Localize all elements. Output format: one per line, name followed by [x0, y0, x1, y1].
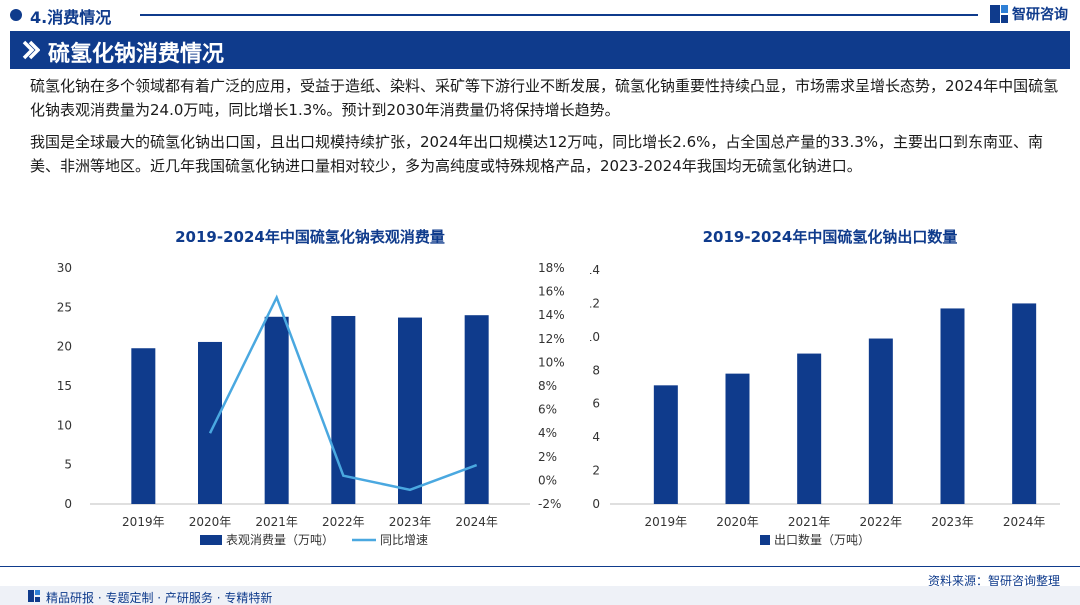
export-bar	[797, 353, 822, 504]
y-tick-label: 14	[590, 263, 600, 277]
consumption-bar	[198, 341, 222, 504]
consumption-chart-title: 2019-2024年中国硫氢化钠表观消费量	[175, 228, 445, 246]
section-title: 4.消费情况	[30, 8, 112, 27]
footer-divider	[0, 566, 1080, 567]
consumption-bar	[131, 348, 156, 504]
y2-tick-label: 0%	[538, 473, 557, 487]
brand-logo: 智研咨询	[990, 4, 1068, 24]
brand-logo-text: 智研咨询	[1012, 7, 1068, 23]
x-tick-label: 2021年	[788, 515, 831, 529]
consumption-bar	[264, 316, 289, 504]
y-tick-label: 8	[592, 363, 600, 377]
x-tick-label: 2023年	[389, 515, 432, 529]
y-tick-label: 2	[592, 464, 600, 478]
top-bar: 4.消费情况 智研咨询	[0, 0, 1080, 30]
y-tick-label: 15	[57, 379, 72, 393]
x-tick-label: 2022年	[322, 515, 365, 529]
consumption-chart: 2019-2024年中国硫氢化钠表观消费量 0 5 10 15 20 25 30 -2% 0% 2…	[40, 226, 580, 556]
export-bar	[653, 385, 678, 504]
export-bar	[725, 373, 750, 504]
export-chart-title: 2019-2024年中国硫氢化钠出口数量	[702, 228, 958, 246]
consumption-bar	[398, 317, 422, 504]
consumption-chart-svg: 0 5 10 15 20 25 30 -2% 0% 2% 4% 6% 8% 10% 12% 14% 16% 18%…	[57, 261, 565, 547]
y2-tick-label: 16%	[538, 285, 565, 299]
y-tick-label: 0	[64, 497, 72, 511]
source-note: 资料来源：智研咨询整理	[927, 574, 1060, 588]
y2-tick-label: 10%	[538, 355, 565, 369]
x-tick-label: 2023年	[931, 515, 974, 529]
x-tick-label: 2024年	[455, 515, 498, 529]
y2-tick-label: 4%	[538, 426, 557, 440]
export-bar	[868, 338, 893, 504]
brand-logo-icon	[990, 5, 1008, 23]
x-tick-label: 2020年	[716, 515, 759, 529]
paragraph-export: 我国是全球最大的硫氢化钠出口国，且出口规模持续扩张，2024年出口规模达12万吨…	[30, 133, 1044, 175]
y-tick-label: 25	[57, 300, 72, 314]
x-tick-label: 2024年	[1003, 515, 1046, 529]
growth-rate-line	[208, 294, 478, 492]
y-tick-label: 20	[57, 340, 72, 354]
y2-tick-label: 12%	[538, 332, 565, 346]
y-tick-label: 10	[57, 418, 72, 432]
y2-tick-label: 14%	[538, 308, 565, 322]
y-tick-label: 0	[592, 497, 600, 511]
legend-bar-swatch	[760, 535, 770, 545]
consumption-bar	[464, 315, 489, 504]
export-chart-svg: 0 2 4 6 8 10 12 14 2019年 2020年 2021年 2022年 2023年 2024…	[590, 263, 1060, 547]
section-dot-icon	[10, 9, 22, 21]
export-bar	[1012, 303, 1037, 504]
y2-tick-label: 8%	[538, 379, 557, 393]
page-title: 硫氢化钠消费情况	[48, 42, 225, 67]
export-bar	[940, 308, 965, 504]
export-chart: 2019-2024年中国硫氢化钠出口数量 0 2 4 6 8 10 12 14 2019年 202…	[590, 226, 1070, 556]
y-tick-label: 10	[590, 330, 600, 344]
x-tick-label: 2021年	[255, 515, 298, 529]
y-tick-label: 12	[590, 296, 600, 310]
x-tick-label: 2019年	[645, 515, 688, 529]
legend-line-label: 同比增速	[380, 533, 428, 547]
paragraph-consumption: 硫氢化钠在多个领域都有着广泛的应用，受益于造纸、染料、采矿等下游行业不断发展，硫…	[30, 77, 1059, 119]
x-tick-label: 2019年	[122, 515, 165, 529]
footer-logo-icon	[28, 590, 40, 602]
legend-bar-label: 表观消费量（万吨）	[226, 533, 334, 547]
y2-tick-label: 18%	[538, 261, 565, 275]
title-banner: 硫氢化钠消费情况	[10, 31, 1070, 69]
y-tick-label: 5	[64, 458, 72, 472]
bottom-bar	[0, 586, 1080, 605]
legend-bar-swatch	[200, 535, 222, 545]
x-tick-label: 2020年	[189, 515, 232, 529]
top-divider	[140, 14, 978, 16]
y2-tick-label: 6%	[538, 403, 557, 417]
y2-tick-label: -2%	[538, 497, 561, 511]
y-tick-label: 30	[57, 261, 72, 275]
y2-tick-label: 2%	[538, 450, 557, 464]
chevron-right-icon	[22, 40, 40, 60]
services-text: 精品研报 · 专题定制 · 产研服务 · 专精特新	[46, 591, 273, 605]
y-tick-label: 4	[592, 430, 600, 444]
x-tick-label: 2022年	[860, 515, 903, 529]
y-tick-label: 6	[592, 397, 600, 411]
legend-bar-label: 出口数量（万吨）	[774, 532, 870, 547]
